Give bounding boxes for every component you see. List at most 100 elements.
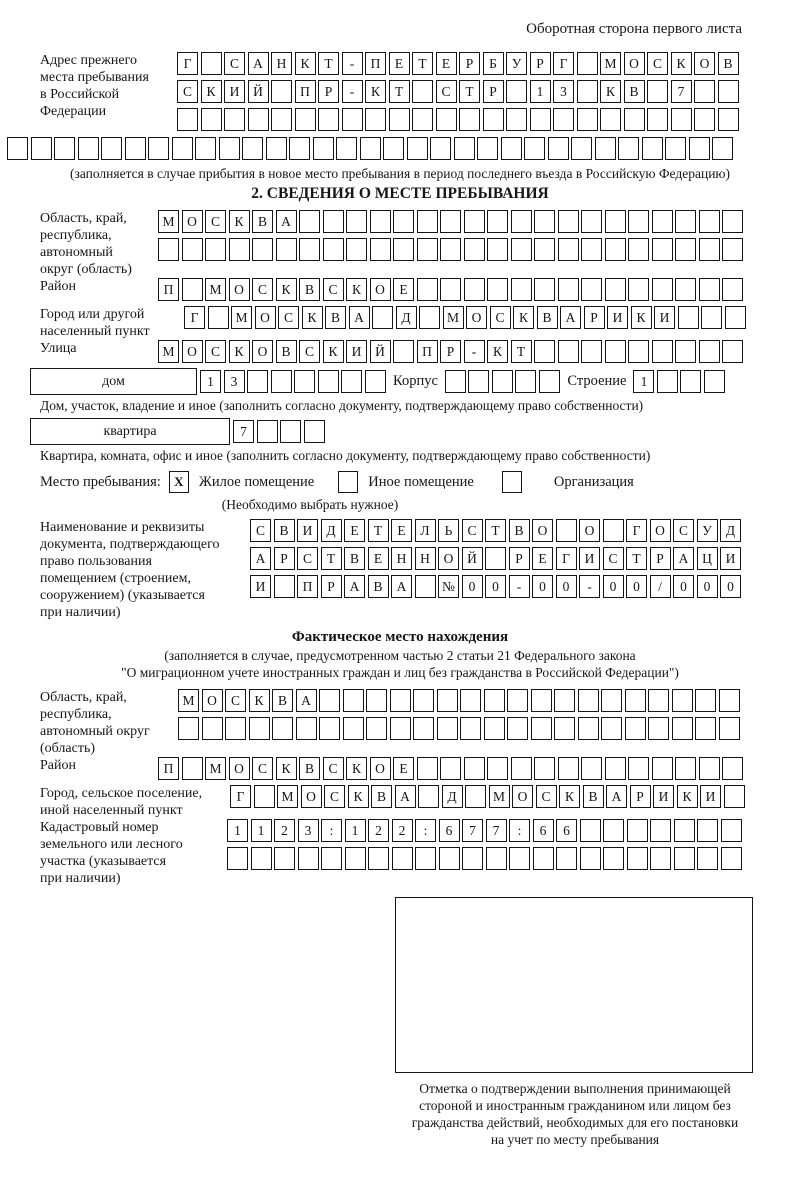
region-row-2[interactable] — [158, 238, 746, 261]
char-box[interactable] — [491, 370, 513, 393]
char-box[interactable]: 7 — [233, 420, 254, 443]
char-box[interactable]: - — [508, 575, 530, 598]
char-box[interactable]: Т — [412, 52, 433, 75]
char-box[interactable]: У — [506, 52, 527, 75]
char-box[interactable]: К — [301, 306, 323, 329]
char-box[interactable]: 3 — [297, 819, 319, 842]
char-box[interactable] — [366, 717, 387, 740]
char-box[interactable]: Р — [508, 547, 530, 570]
char-box[interactable]: С — [673, 519, 694, 542]
char-box[interactable]: М — [277, 785, 298, 808]
char-box[interactable] — [581, 278, 602, 301]
char-box[interactable] — [440, 757, 461, 780]
char-box[interactable]: Г — [553, 52, 574, 75]
char-box[interactable]: С — [602, 547, 624, 570]
char-box[interactable]: Р — [629, 785, 651, 808]
char-box[interactable]: С — [205, 210, 226, 233]
char-box[interactable] — [299, 210, 320, 233]
char-box[interactable] — [722, 757, 743, 780]
char-box[interactable]: К — [294, 52, 316, 75]
char-box[interactable]: С — [252, 757, 273, 780]
checkbox-residential[interactable]: X — [168, 471, 189, 493]
char-box[interactable] — [530, 689, 552, 712]
char-box[interactable] — [628, 278, 649, 301]
char-box[interactable] — [557, 757, 579, 780]
char-box[interactable]: К — [347, 785, 369, 808]
document-row-3[interactable]: И П Р А В А № 0 0-0 0-0 0/0 0 0 — [250, 575, 744, 598]
char-box[interactable]: В — [275, 340, 297, 363]
char-box[interactable]: К — [322, 340, 344, 363]
char-box[interactable]: Р — [440, 340, 461, 363]
char-box[interactable] — [506, 108, 527, 131]
char-box[interactable] — [412, 80, 433, 103]
char-box[interactable] — [701, 306, 722, 329]
char-box[interactable]: О — [254, 306, 276, 329]
char-box[interactable] — [601, 689, 622, 712]
char-box[interactable]: А — [673, 547, 694, 570]
char-box[interactable]: П — [158, 278, 179, 301]
char-box[interactable] — [695, 717, 716, 740]
char-box[interactable] — [412, 108, 433, 131]
char-box[interactable] — [256, 420, 278, 443]
char-box[interactable] — [487, 757, 508, 780]
char-box[interactable]: А — [275, 210, 297, 233]
char-box[interactable] — [677, 306, 699, 329]
char-box[interactable] — [603, 847, 624, 870]
char-box[interactable] — [440, 210, 461, 233]
char-box[interactable]: И — [250, 575, 271, 598]
char-box[interactable] — [322, 210, 344, 233]
char-box[interactable]: Е — [388, 52, 410, 75]
char-box[interactable] — [581, 340, 602, 363]
char-box[interactable] — [576, 108, 598, 131]
char-box[interactable]: : — [509, 819, 530, 842]
char-box[interactable] — [181, 238, 203, 261]
char-box[interactable] — [430, 137, 451, 160]
char-box[interactable]: 7 — [670, 80, 692, 103]
char-box[interactable]: 0 — [532, 575, 553, 598]
char-box[interactable]: Е — [393, 278, 414, 301]
char-box[interactable]: О — [649, 519, 671, 542]
char-box[interactable] — [623, 108, 645, 131]
char-box[interactable]: А — [391, 575, 412, 598]
char-box[interactable] — [463, 238, 485, 261]
char-box[interactable]: К — [630, 306, 652, 329]
char-box[interactable] — [675, 210, 696, 233]
char-box[interactable]: Р — [583, 306, 605, 329]
char-box[interactable] — [436, 689, 458, 712]
char-box[interactable] — [675, 757, 696, 780]
char-box[interactable] — [485, 847, 507, 870]
char-box[interactable]: / — [649, 575, 671, 598]
char-box[interactable]: Р — [318, 80, 339, 103]
char-box[interactable]: О — [300, 785, 322, 808]
char-box[interactable] — [416, 210, 438, 233]
char-box[interactable] — [364, 370, 386, 393]
char-box[interactable] — [579, 847, 601, 870]
char-box[interactable]: 0 — [485, 575, 506, 598]
char-box[interactable]: Т — [318, 52, 339, 75]
char-box[interactable]: О — [438, 547, 459, 570]
char-box[interactable] — [414, 575, 436, 598]
char-box[interactable]: 6 — [438, 819, 460, 842]
char-box[interactable] — [557, 278, 579, 301]
char-box[interactable]: К — [228, 340, 250, 363]
char-box[interactable] — [554, 689, 575, 712]
char-box[interactable] — [534, 340, 555, 363]
char-box[interactable] — [579, 819, 601, 842]
char-box[interactable]: В — [344, 547, 365, 570]
char-box[interactable] — [515, 370, 537, 393]
char-box[interactable]: В — [623, 80, 645, 103]
char-box[interactable] — [200, 52, 222, 75]
char-box[interactable] — [722, 278, 743, 301]
char-box[interactable] — [557, 238, 579, 261]
char-box[interactable]: С — [278, 306, 299, 329]
char-box[interactable] — [294, 370, 315, 393]
char-box[interactable] — [534, 757, 555, 780]
char-box[interactable] — [650, 847, 671, 870]
char-box[interactable]: В — [272, 689, 293, 712]
char-box[interactable]: С — [252, 278, 273, 301]
